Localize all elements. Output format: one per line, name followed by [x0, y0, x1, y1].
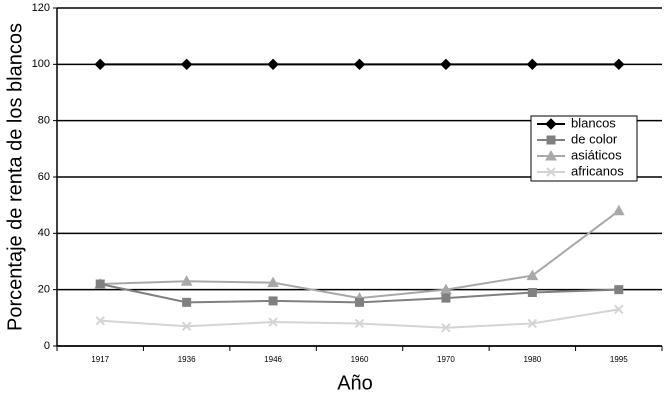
legend-label: blancos [571, 115, 616, 130]
y-tick-label: 120 [32, 2, 50, 14]
marker [526, 58, 539, 71]
marker [527, 318, 538, 329]
y-tick-label: 0 [44, 340, 50, 352]
marker [526, 269, 539, 281]
x-tick-label: 1936 [178, 355, 196, 364]
marker [614, 285, 624, 295]
marker [268, 317, 278, 327]
legend-label: de color [571, 131, 618, 146]
marker [180, 275, 193, 286]
marker [94, 58, 106, 71]
y-tick-label: 40 [38, 227, 50, 239]
y-tick-label: 100 [32, 58, 50, 70]
y-tick-label: 60 [38, 171, 50, 183]
marker [353, 58, 366, 71]
marker [354, 318, 365, 329]
marker [267, 276, 279, 288]
marker [95, 279, 105, 289]
x-axis-label: Año [337, 372, 373, 394]
series-line [100, 209, 620, 300]
marker [182, 297, 192, 307]
x-tick-label: 1946 [264, 355, 282, 364]
y-tick-label: 80 [38, 115, 50, 127]
marker [355, 297, 364, 307]
legend-label: asiáticos [571, 147, 622, 162]
marker [545, 118, 557, 130]
marker [95, 315, 105, 326]
marker [546, 135, 556, 145]
marker [545, 149, 557, 161]
x-tick-label: 1917 [91, 355, 109, 364]
series-line [100, 308, 619, 329]
marker [181, 321, 192, 331]
marker [612, 204, 625, 216]
marker [614, 304, 624, 315]
marker [180, 58, 193, 71]
x-tick-label: 1970 [437, 355, 455, 364]
marker [268, 296, 278, 306]
legend-label: africanos [571, 163, 624, 178]
x-tick-label: 1980 [523, 355, 541, 364]
y-axis-label: Porcentaje de renta de los blancos [4, 23, 26, 331]
marker [441, 293, 451, 303]
marker [441, 322, 451, 333]
y-tick-label: 20 [38, 284, 50, 296]
marker [267, 58, 279, 71]
x-tick-label: 1960 [351, 355, 369, 364]
marker [546, 167, 556, 177]
x-tick-label: 1995 [610, 355, 628, 364]
marker [527, 287, 537, 297]
marker [440, 58, 452, 71]
marker [613, 58, 625, 71]
